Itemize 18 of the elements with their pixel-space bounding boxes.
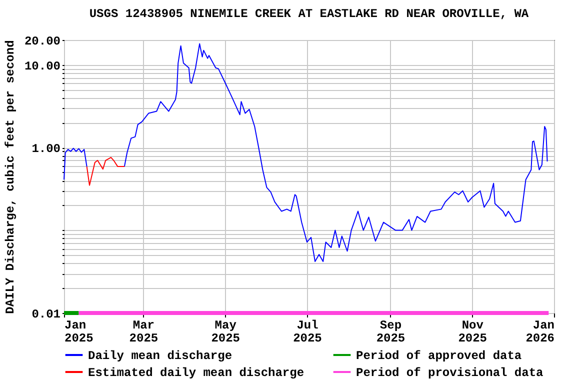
x-tick-label: Jan 2026 [526, 318, 554, 346]
chart-title: USGS 12438905 NINEMILE CREEK AT EASTLAKE RD NEAR OROVILLE, WA [89, 7, 530, 21]
legend-label: Daily mean discharge [88, 349, 232, 363]
legend-label: Period of approved data [356, 349, 522, 363]
y-tick-label: 10.00 [24, 59, 60, 74]
line-series [86, 156, 125, 186]
y-tick-label: 1.00 [32, 142, 60, 156]
x-tick-label: Mar 2025 [129, 318, 158, 346]
x-tick-label: Sep 2025 [376, 318, 406, 346]
legend-label: Estimated daily mean discharge [88, 366, 304, 380]
x-tick-label: May 2025 [211, 318, 240, 346]
x-tick-label: Jul 2025 [293, 318, 322, 346]
x-tick-label: Jan 2025 [64, 318, 94, 346]
x-tick-label: Nov 2025 [458, 318, 488, 346]
y-tick-label: 0.01 [32, 308, 60, 322]
legend-label: Period of provisional data [356, 366, 544, 380]
y-axis-title: DAILY Discharge, cubic feet per second [3, 40, 18, 314]
y-tick-label: 20.00 [24, 34, 60, 48]
